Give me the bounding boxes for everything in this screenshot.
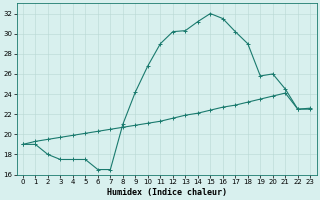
X-axis label: Humidex (Indice chaleur): Humidex (Indice chaleur) [107, 188, 227, 197]
